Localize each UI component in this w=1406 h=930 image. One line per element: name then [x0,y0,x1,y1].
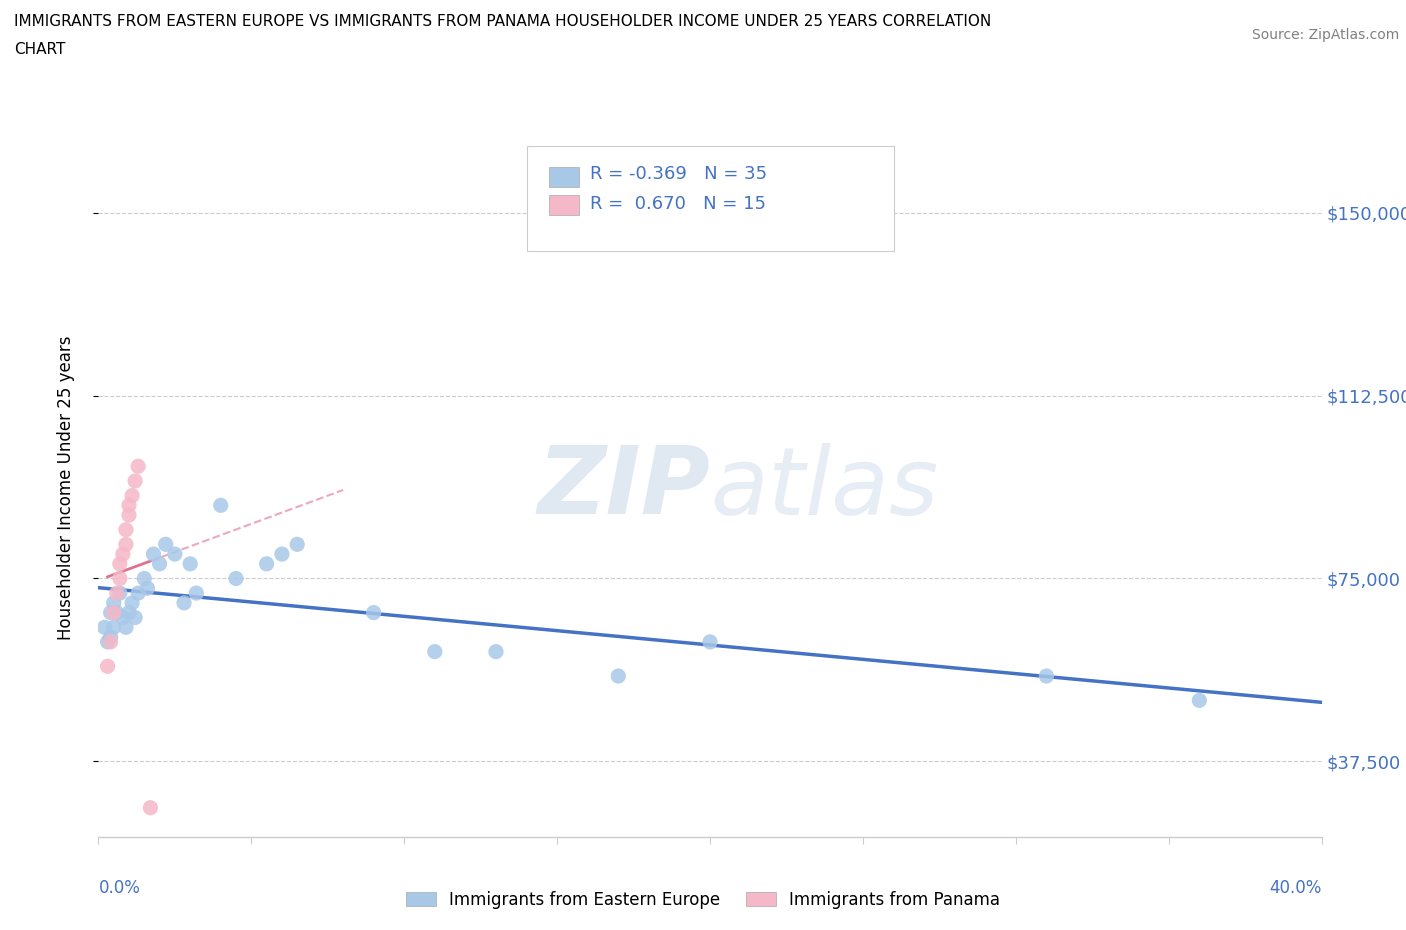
Point [124,473,146,488]
Point [108,556,131,571]
Text: CHART: CHART [14,42,66,57]
FancyBboxPatch shape [548,167,579,187]
Point [139,801,162,816]
Y-axis label: Householder Income Under 25 years: Householder Income Under 25 years [56,336,75,641]
Point [103,605,125,620]
Point [115,619,138,634]
Legend: Immigrants from Eastern Europe, Immigrants from Panama: Immigrants from Eastern Europe, Immigran… [398,883,1008,917]
Point [118,605,141,620]
Point [149,556,172,571]
Point [256,556,278,571]
Point [97,658,120,673]
Point [100,634,122,649]
FancyBboxPatch shape [526,147,894,251]
Point [115,523,138,538]
Point [118,508,141,523]
Point [209,498,232,512]
Point [103,595,125,610]
Point [225,571,247,586]
Point [127,586,149,601]
Point [111,610,134,625]
Text: R =  0.670   N = 15: R = 0.670 N = 15 [591,194,766,213]
Point [108,586,131,601]
Point [103,619,125,634]
Point [134,571,156,586]
Point [105,605,128,620]
Point [699,634,721,649]
Point [115,537,138,551]
Point [105,586,128,601]
Point [100,630,122,644]
Point [136,581,159,596]
Point [270,547,292,562]
Point [108,571,131,586]
Point [1188,693,1211,708]
Point [285,537,308,551]
Text: R = -0.369   N = 35: R = -0.369 N = 35 [591,166,768,183]
Point [155,537,177,551]
Point [423,644,446,659]
Point [93,619,115,634]
Point [163,547,186,562]
Text: ZIP: ZIP [537,443,710,534]
Point [118,498,141,512]
Point [111,547,134,562]
Text: 40.0%: 40.0% [1270,879,1322,897]
Point [1035,669,1057,684]
Point [127,458,149,473]
Point [124,610,146,625]
Point [186,586,208,601]
Text: atlas: atlas [710,443,938,534]
Text: IMMIGRANTS FROM EASTERN EUROPE VS IMMIGRANTS FROM PANAMA HOUSEHOLDER INCOME UNDE: IMMIGRANTS FROM EASTERN EUROPE VS IMMIGR… [14,14,991,29]
Point [142,547,165,562]
Point [607,669,630,684]
FancyBboxPatch shape [548,195,579,215]
Point [121,488,143,503]
Point [173,595,195,610]
Point [97,634,120,649]
Text: Source: ZipAtlas.com: Source: ZipAtlas.com [1251,28,1399,42]
Point [121,595,143,610]
Point [100,605,122,620]
Point [179,556,201,571]
Point [485,644,508,659]
Point [363,605,385,620]
Text: 0.0%: 0.0% [98,879,141,897]
